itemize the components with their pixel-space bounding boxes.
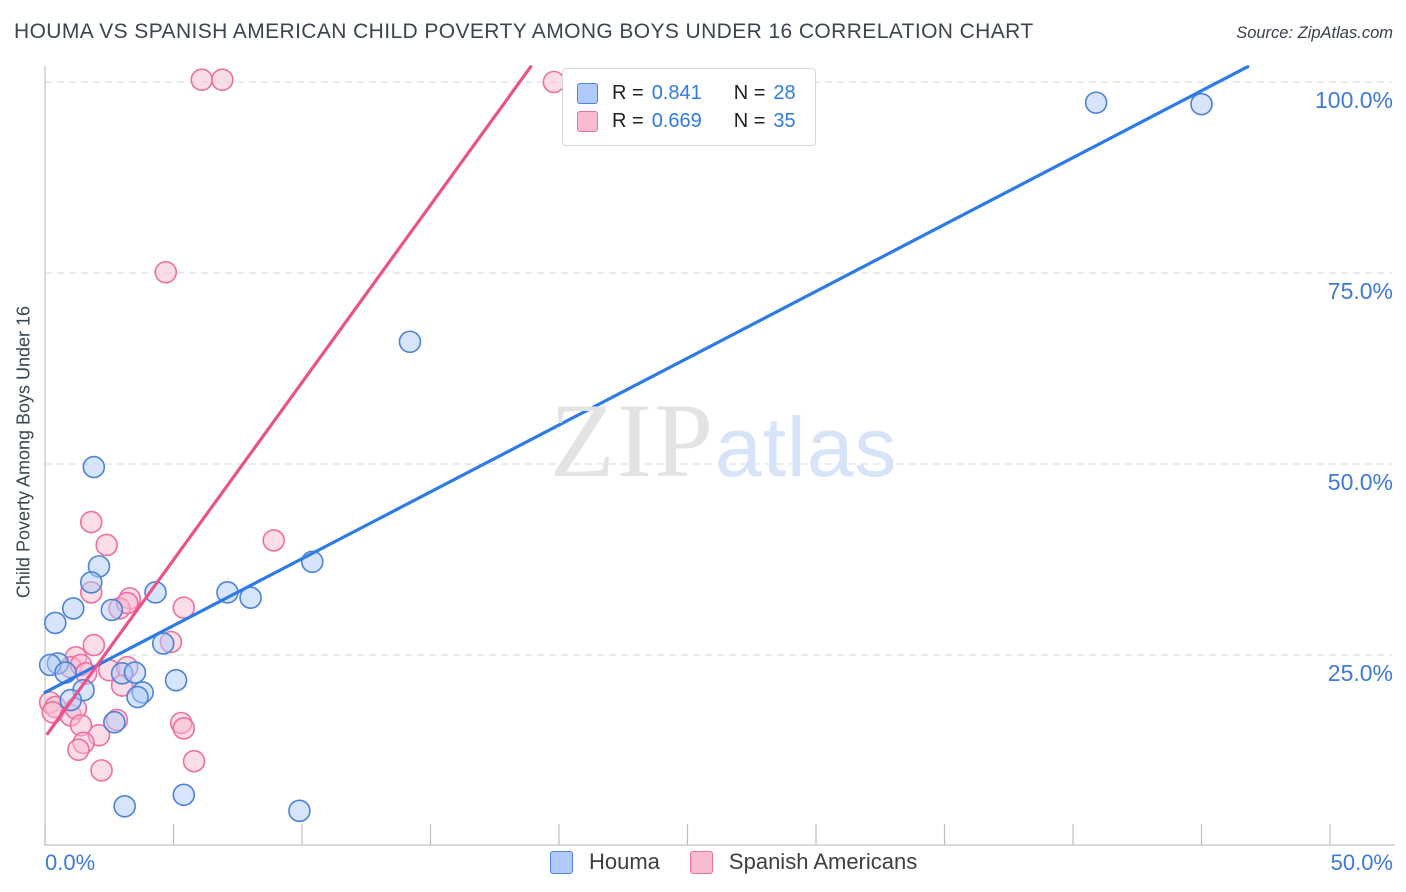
n-label: N = [733, 81, 766, 104]
spanish-americans-swatch-icon [689, 850, 713, 874]
legend-row-houma: R = 0.841 N = 28 [577, 80, 801, 106]
houma-trendline [43, 65, 1250, 695]
legend-row-spanish-americans: R = 0.669 N = 35 [577, 108, 801, 134]
legend-label-houma: Houma [589, 849, 660, 874]
r-value-spanish-americans: 0.669 [651, 109, 702, 132]
spanish-americans-point [67, 738, 90, 762]
houma-point [123, 661, 147, 684]
r-label: R = [612, 81, 644, 104]
houma-point [398, 330, 422, 354]
legend-label-spanish-americans: Spanish Americans [728, 849, 918, 874]
spanish-americans-point [154, 260, 178, 284]
houma-point [79, 571, 103, 594]
houma-point [1084, 91, 1108, 114]
houma-swatch-icon [550, 850, 573, 874]
spanish-americans-swatch-icon [577, 110, 598, 132]
houma-point [151, 632, 175, 655]
x-axis-max-label: 50.0% [1330, 850, 1393, 875]
r-value-houma: 0.841 [651, 81, 702, 104]
series-legend: Houma Spanish Americans [550, 849, 917, 875]
source-attribution: Source: ZipAtlas.com [1236, 24, 1393, 42]
houma-point [100, 598, 124, 622]
y-tick-label: 75.0% [1327, 278, 1393, 304]
spanish-americans-point [182, 749, 206, 773]
spanish-americans-point [172, 596, 196, 619]
page-title: HOUMA VS SPANISH AMERICAN CHILD POVERTY … [14, 20, 1034, 43]
houma-point [113, 794, 136, 818]
y-tick-label: 100.0% [1314, 87, 1393, 113]
spanish-americans-point [82, 633, 106, 657]
spanish-americans-point [95, 533, 118, 557]
spanish-americans-point [190, 68, 214, 92]
houma-point [1190, 92, 1213, 116]
houma-point [164, 668, 188, 692]
houma-swatch-icon [577, 82, 598, 104]
spanish-americans-point [79, 510, 103, 534]
spanish-americans-point [262, 529, 286, 552]
houma-point [103, 710, 126, 734]
spanish-americans-point [172, 717, 196, 740]
correlation-legend-box: R = 0.841 N = 28 R = 0.669 N = 35 [562, 68, 816, 146]
houma-point [82, 455, 106, 479]
houma-point [54, 661, 77, 684]
n-value-spanish-americans: 35 [773, 109, 796, 132]
legend-item-spanish-americans: Spanish Americans [689, 849, 918, 875]
houma-point [288, 799, 311, 823]
spanish-americans-point [211, 68, 234, 92]
r-label: R = [612, 109, 644, 132]
houma-point [43, 611, 67, 635]
n-label: N = [733, 109, 766, 132]
houma-point [172, 783, 196, 807]
houma-point [144, 581, 167, 604]
spanish-americans-point [90, 759, 113, 782]
houma-point [126, 685, 149, 709]
spanish-americans-trendline [45, 65, 533, 736]
houma-point [61, 597, 85, 620]
y-tick-label: 50.0% [1327, 469, 1393, 495]
y-axis-title: Child Poverty Among Boys Under 16 [13, 305, 34, 599]
legend-item-houma: Houma [550, 849, 660, 875]
x-axis-min-label: 0.0% [45, 850, 96, 875]
y-tick-label: 25.0% [1327, 660, 1393, 686]
n-value-houma: 28 [773, 81, 796, 104]
